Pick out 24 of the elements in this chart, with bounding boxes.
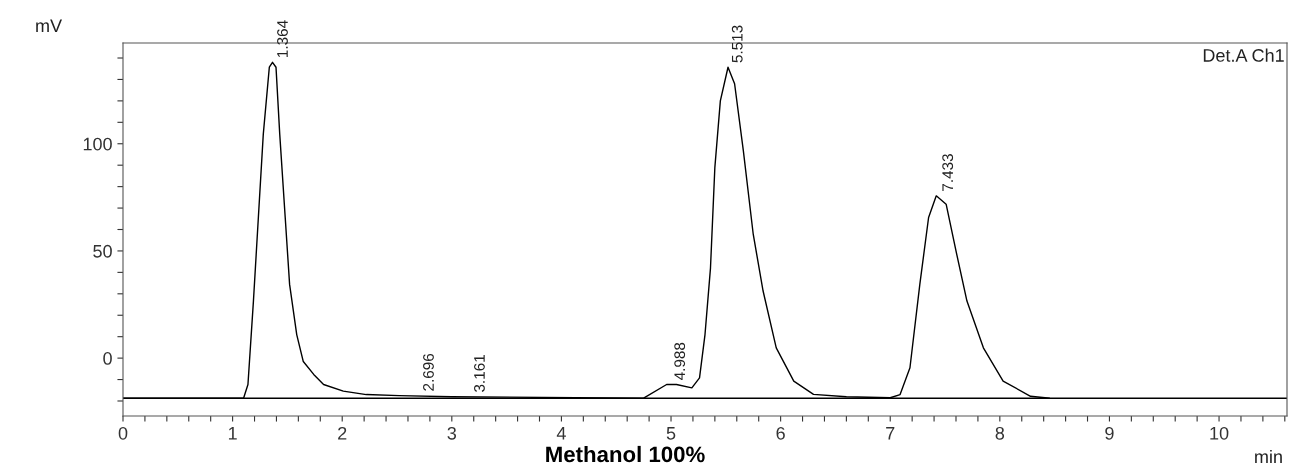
- x-tick-label: 8: [995, 426, 1005, 440]
- x-tick-label: 7: [886, 427, 895, 440]
- annotation: 1.364: [277, 20, 288, 57]
- y-axis-title: mV: [36, 19, 63, 32]
- text: Methanol 100%: [546, 445, 705, 463]
- x-tick-label: 2: [338, 426, 347, 440]
- x-axis-title: min: [1255, 449, 1282, 463]
- x-tick-label: 0: [118, 426, 128, 440]
- annotation: 7.433: [942, 154, 954, 191]
- annotation: 4.988: [674, 342, 686, 380]
- annotation: 2.696: [423, 353, 434, 391]
- x-tick-label: 5: [666, 427, 676, 440]
- x-tick-label: 1: [228, 427, 237, 440]
- y-tick-label: 100: [83, 137, 112, 151]
- x-tick-label: 9: [1105, 426, 1114, 440]
- annotation: 3.161: [474, 355, 485, 392]
- x-tick-label: 3: [447, 426, 457, 440]
- x-tick-label: 4: [556, 427, 566, 440]
- x-tick-label: 10: [1210, 426, 1229, 440]
- x-tick-label: 6: [776, 426, 785, 440]
- annotation: 5.513: [731, 25, 743, 63]
- y-tick-label: 0: [103, 352, 112, 365]
- annotation: Det.A Ch1: [1203, 48, 1284, 62]
- y-tick-label: 50: [93, 244, 112, 258]
